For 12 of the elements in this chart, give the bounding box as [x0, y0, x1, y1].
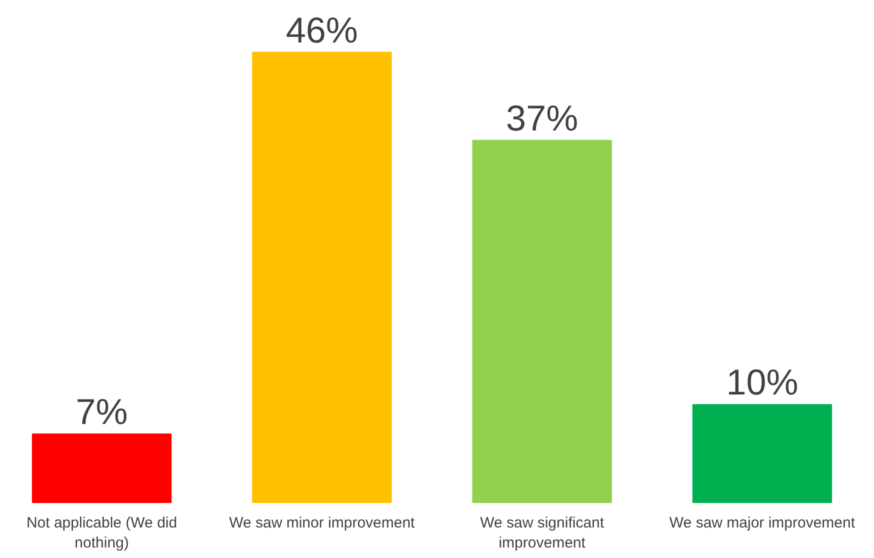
- x-tick-label: We saw significant improvement: [480, 514, 605, 552]
- data-label: 10%: [726, 362, 798, 403]
- data-label: 37%: [506, 97, 578, 138]
- bar: [252, 52, 392, 503]
- bar: [32, 433, 172, 503]
- bar: [692, 404, 832, 503]
- x-tick-label: We saw major improvement: [669, 514, 856, 532]
- data-label: 46%: [286, 9, 358, 50]
- data-label: 7%: [76, 390, 128, 432]
- x-tick-label: We saw minor improvement: [229, 514, 416, 532]
- bar: [472, 140, 612, 503]
- x-tick-label: Not applicable (We did nothing): [26, 514, 178, 552]
